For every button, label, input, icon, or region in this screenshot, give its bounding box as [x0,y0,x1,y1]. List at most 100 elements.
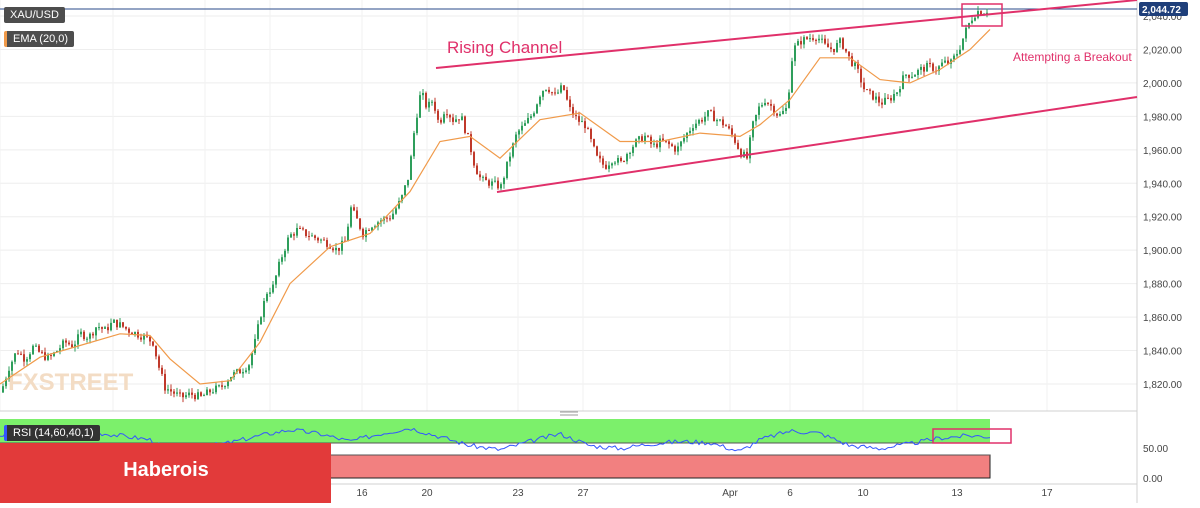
candle-body [362,228,364,238]
candle-body [308,236,310,238]
candle-body [65,340,67,343]
candle-body [551,92,553,94]
candle-body [542,90,544,97]
price-tick-label: 1,980.00 [1143,112,1182,123]
candle-body [143,334,145,340]
candle-body [665,140,667,142]
candle-body [218,385,220,387]
candle-body [17,353,19,355]
candle-body [323,239,325,241]
candle-body [569,99,571,108]
candle-body [227,381,229,387]
candle-body [545,89,547,91]
candle-body [866,89,868,91]
candle-body [236,369,238,373]
rsi-legend-chip[interactable]: RSI (14,60,40,1) [4,425,100,441]
candle-body [851,56,853,66]
symbol-chip[interactable]: XAU/USD [4,7,65,23]
ema-line [0,28,991,385]
price-tick-label: 1,840.00 [1143,347,1182,358]
candle-body [785,107,787,111]
candle-body [338,247,340,251]
candle-body [779,114,781,116]
candle-body [875,96,877,100]
candle-body [854,62,856,66]
panel-resize-handle[interactable] [560,411,578,416]
candle-body [251,353,253,366]
candle-body [233,372,235,378]
candle-body [371,227,373,231]
candle-body [941,62,943,67]
candle-body [131,332,133,335]
candle-body [596,146,598,156]
ema-legend-chip[interactable]: EMA (20,0) [4,31,75,47]
candle-body [515,134,517,144]
candle-body [827,43,829,48]
candle-body [794,45,796,62]
candle-body [95,327,97,336]
candle-body [878,96,880,103]
candle-body [668,141,670,145]
candle-body [446,114,448,116]
candle-body [23,354,25,362]
price-tick-label: 1,940.00 [1143,179,1182,190]
candle-body [614,162,616,164]
candle-body [890,98,892,101]
candle-body [80,331,82,335]
candle-body [944,60,946,63]
candle-body [815,39,817,41]
candle-body [188,392,190,396]
candle-body [287,237,289,251]
candle-body [626,154,628,162]
candle-body [842,38,844,49]
candle-body [206,389,208,396]
candle-body [215,385,217,393]
candle-body [254,338,256,354]
candle-body [605,164,607,169]
candle-body [821,38,823,40]
candle-body [929,62,931,64]
candle-body [173,391,175,394]
candle-body [713,110,715,122]
candle-body [125,326,127,329]
candle-body [479,174,481,178]
candle-body [5,378,7,387]
candle-body [965,27,967,39]
candle-body [365,230,367,238]
candle-body [560,85,562,93]
candle-body [266,293,268,301]
price-tick-label: 1,960.00 [1143,146,1182,157]
candle-body [50,355,52,357]
candle-body [629,152,631,155]
candle-body [128,328,130,333]
candle-body [755,114,757,122]
candle-body [455,119,457,122]
candle-body [20,353,22,355]
candle-body [641,136,643,142]
candle-body [701,119,703,122]
candle-body [458,119,460,121]
candle-body [848,51,850,57]
candle-body [509,156,511,162]
candle-body [563,85,565,91]
candle-body [881,102,883,105]
candle-body [860,68,862,83]
candle-body [296,227,298,236]
candle-body [416,117,418,134]
candles-layer [2,6,988,403]
candle-body [122,322,124,327]
candle-body [71,344,73,348]
candle-body [272,284,274,293]
candle-body [683,138,685,142]
candle-body [104,327,106,329]
candle-body [413,133,415,157]
candle-body [635,139,637,147]
candle-body [590,129,592,140]
candle-body [728,126,730,129]
candle-body [467,132,469,135]
price-tick-label: 1,880.00 [1143,280,1182,291]
candle-body [62,340,64,349]
candle-body [284,250,286,258]
candle-body [392,213,394,220]
